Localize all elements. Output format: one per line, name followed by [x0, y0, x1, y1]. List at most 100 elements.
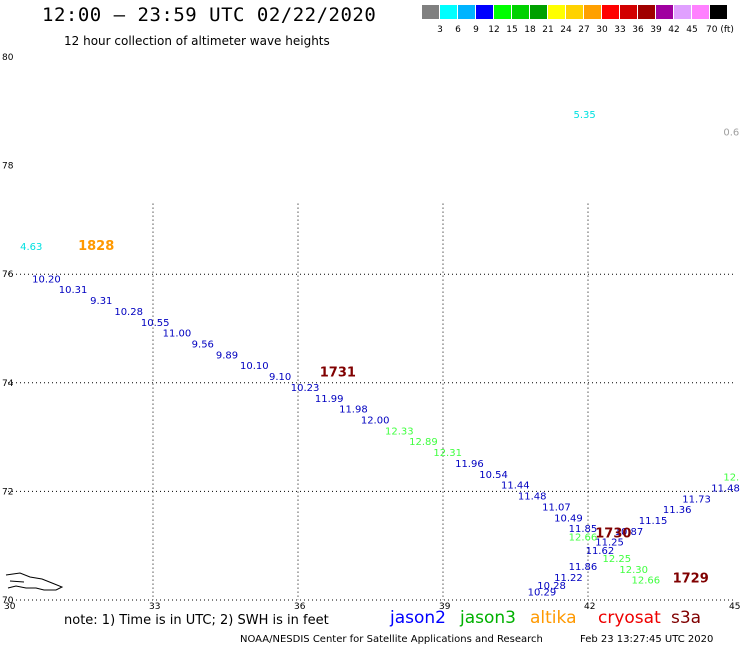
- wave-height-value: 11.22: [554, 573, 583, 584]
- legend-altika: altika: [530, 608, 577, 628]
- wave-height-value: 11.15: [639, 516, 668, 527]
- latitude-tick-label: 72: [2, 487, 13, 497]
- wave-height-value: 9.31: [90, 296, 112, 307]
- color-swatch: [656, 5, 673, 19]
- color-scale-label: 45: [686, 25, 698, 35]
- color-scale-label: 24: [560, 25, 572, 35]
- longitude-tick-label: 36: [294, 602, 306, 612]
- latitude-tick-label: 80: [2, 53, 14, 63]
- color-swatch: [620, 5, 637, 19]
- color-swatch: [422, 5, 439, 19]
- color-swatch: [494, 5, 511, 19]
- legend-jason2: jason2: [390, 608, 446, 628]
- wave-height-value: 10.31: [59, 285, 88, 296]
- wave-height-value: 11.07: [542, 502, 571, 513]
- color-scale-label: 42: [668, 25, 680, 35]
- color-swatch: [602, 5, 619, 19]
- color-scale-label: 33: [614, 25, 626, 35]
- longitude-tick-label: 45: [729, 602, 740, 612]
- wave-height-value: 12.30: [619, 565, 648, 576]
- wave-height-value: 9.89: [216, 350, 238, 361]
- wave-height-value: 11.85: [569, 524, 598, 535]
- color-scale-label: 15: [506, 25, 518, 35]
- color-scale-label: 39: [650, 25, 662, 35]
- map-subtitle: 12 hour collection of altimeter wave hei…: [64, 34, 330, 48]
- wave-height-value: 10.28: [114, 307, 143, 318]
- wave-height-value: 10.29: [528, 588, 557, 599]
- generated-timestamp: Feb 23 13:27:45 UTC 2020: [580, 634, 714, 645]
- wave-height-value: 10.28: [537, 581, 566, 592]
- wave-height-value: 11.36: [663, 505, 692, 516]
- color-scale-label: 30: [596, 25, 608, 35]
- pass-time-label: 1828: [78, 239, 114, 254]
- wave-height-value: 11.98: [339, 405, 368, 416]
- graticule-grid: [8, 203, 733, 601]
- color-scale-label: 21: [542, 25, 554, 35]
- wave-height-value: 11.62: [586, 546, 615, 557]
- latitude-tick-label: 78: [2, 162, 14, 172]
- island-coastline: [5, 572, 64, 591]
- longitude-tick-label: 42: [584, 602, 595, 612]
- pass-time-label: 1730: [595, 527, 631, 542]
- color-swatch: [512, 5, 529, 19]
- wave-height-value: 12.89: [409, 437, 438, 448]
- pass-time-label: 1729: [673, 572, 709, 587]
- latitude-tick-label: 70: [2, 596, 14, 606]
- wave-height-value: 11.96: [455, 459, 484, 470]
- wave-height-value: 12.66: [632, 576, 661, 587]
- wave-height-value: 10.23: [291, 383, 320, 394]
- wave-height-value: 5.35: [574, 110, 596, 121]
- color-swatch: [566, 5, 583, 19]
- legend-jason3: jason3: [460, 608, 516, 628]
- longitude-tick-label: 33: [149, 602, 160, 612]
- wave-height-value: 11.48: [518, 492, 547, 503]
- wave-height-value: 11.48: [711, 483, 740, 494]
- longitude-tick-label: 39: [439, 602, 451, 612]
- footer-credit: NOAA/NESDIS Center for Satellite Applica…: [240, 634, 543, 645]
- color-scale-label: 36: [632, 25, 644, 35]
- wave-height-value: 12.25: [603, 554, 632, 565]
- color-scale-label: 18: [524, 25, 536, 35]
- color-scale-label: 70 (ft): [706, 25, 734, 35]
- color-swatch: [530, 5, 547, 19]
- legend-s3a: s3a: [671, 608, 702, 628]
- pass-time-labels: 182817311730172916: [78, 239, 709, 587]
- color-swatch: [458, 5, 475, 19]
- coastline: [5, 572, 64, 591]
- wave-height-value: 9.10: [269, 372, 291, 383]
- wave-height-value: 0.6: [723, 128, 739, 139]
- wave-height-value: 11.99: [315, 394, 344, 405]
- wave-height-value: 10.55: [141, 318, 170, 329]
- pass-time-label: 1731: [320, 365, 356, 380]
- color-swatch: [476, 5, 493, 19]
- wave-height-value: 12.22: [723, 473, 740, 484]
- color-swatch: [584, 5, 601, 19]
- map-title: 12:00 – 23:59 UTC 02/22/2020: [42, 4, 377, 26]
- color-swatch: [692, 5, 709, 19]
- latitude-tick-label: 74: [2, 379, 14, 389]
- color-swatch: [710, 5, 727, 19]
- wave-height-value: 11.00: [163, 329, 192, 340]
- units-note: note: 1) Time is in UTC; 2) SWH is in fe…: [64, 613, 329, 628]
- latitude-tick-label: 76: [2, 270, 14, 280]
- wave-height-value: 11.44: [501, 481, 530, 492]
- wave-height-value: 10.49: [554, 513, 583, 524]
- wave-height-value: 11.73: [682, 494, 711, 505]
- wave-height-value: 10.87: [615, 527, 644, 538]
- legend-cryosat: cryosat: [598, 608, 661, 628]
- color-scale-label: 12: [488, 25, 500, 35]
- color-scale-label: 6: [455, 25, 461, 35]
- wave-height-value: 10.20: [32, 274, 61, 285]
- wave-height-value: 12.00: [361, 416, 390, 427]
- color-swatch: [548, 5, 565, 19]
- color-scale-label: 27: [578, 25, 590, 35]
- color-scale-label: 9: [473, 25, 479, 35]
- wave-height-value: 4.63: [20, 242, 42, 253]
- wave-height-value: 11.25: [595, 538, 624, 549]
- wave-height-value: 11.86: [569, 562, 598, 573]
- color-scale-label: 3: [437, 25, 443, 35]
- wave-height-value: 12.33: [385, 426, 414, 437]
- longitude-labels: 30 33 36 39 42 45: [4, 602, 740, 612]
- color-swatch: [638, 5, 655, 19]
